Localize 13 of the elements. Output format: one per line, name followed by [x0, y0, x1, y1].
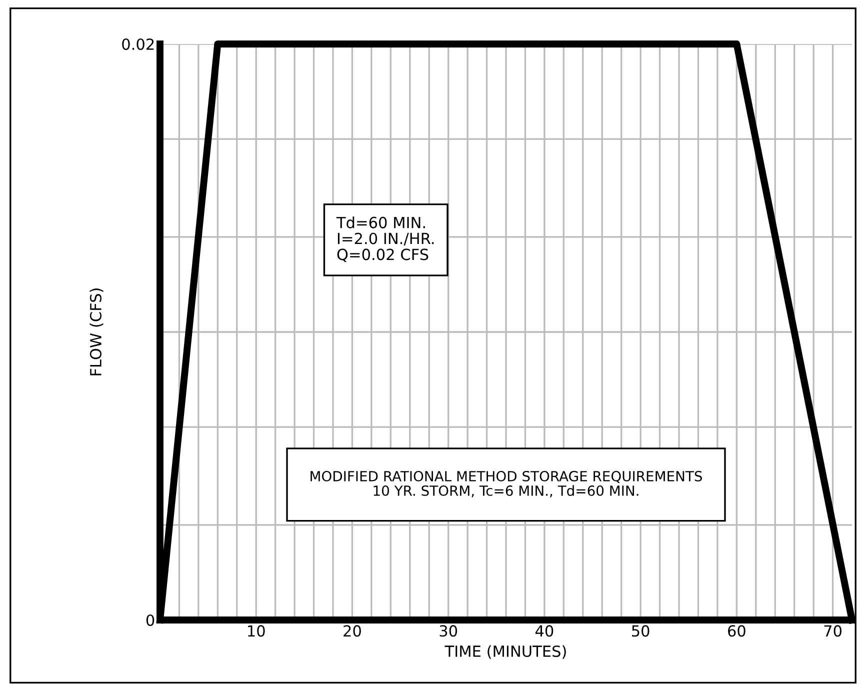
x-tick-label: 50 [632, 625, 650, 637]
x-tick-label: 70 [824, 625, 842, 637]
x-tick-label: 40 [535, 625, 554, 637]
x-tick-label: 10 [248, 625, 265, 637]
annotation: MODIFIED RATIONAL METHOD STORAGE REQUIREMENTS 10 YR. STORM, Tc=6 MIN., Td=60 MIN. [310, 470, 702, 498]
y-tick-label: 0.02 [122, 38, 154, 50]
x-tick-label: 60 [728, 625, 746, 637]
y-axis-title: FLOW (CFS) [90, 288, 104, 376]
x-tick-label: 20 [344, 625, 361, 637]
x-axis-title: TIME (MINUTES) [444, 645, 566, 659]
y-tick-label: 0 [146, 614, 154, 626]
annotation: Td=60 MIN. I=2.0 IN./HR. Q=0.02 CFS [336, 216, 434, 262]
x-tick-label: 30 [440, 625, 458, 637]
